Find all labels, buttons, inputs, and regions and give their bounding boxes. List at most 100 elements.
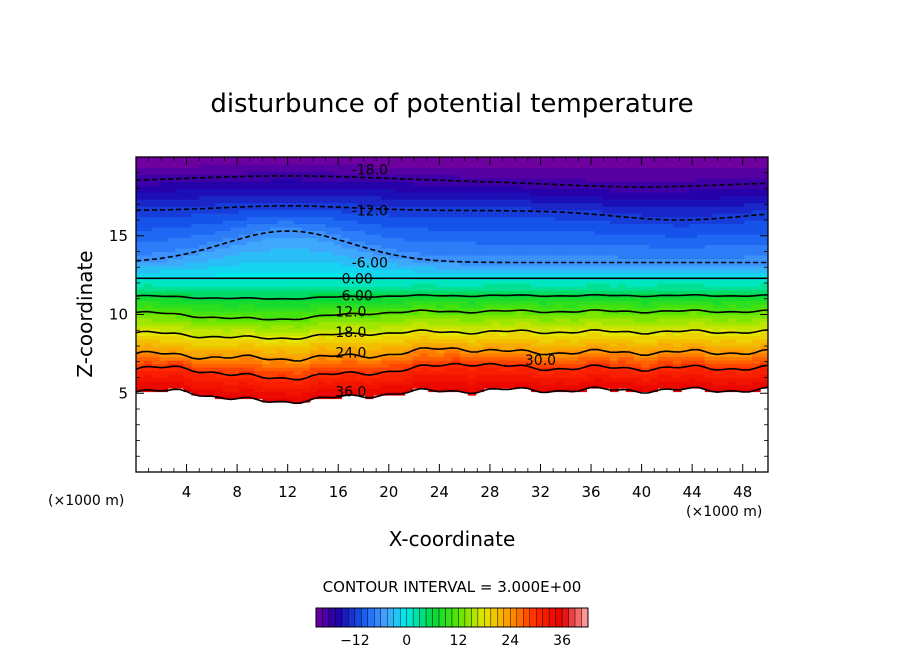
field-cell bbox=[349, 290, 358, 295]
field-cell bbox=[262, 349, 271, 354]
field-cell bbox=[191, 209, 200, 214]
field-cell bbox=[341, 367, 350, 372]
field-cell bbox=[578, 307, 587, 312]
field-cell bbox=[546, 167, 556, 172]
field-cell bbox=[222, 188, 232, 193]
field-cell bbox=[499, 360, 508, 365]
field-cell bbox=[578, 237, 587, 242]
field-cell bbox=[333, 248, 342, 253]
field-cell bbox=[373, 234, 382, 239]
field-cell bbox=[301, 353, 311, 358]
field-cell bbox=[704, 346, 714, 351]
field-cell bbox=[459, 279, 469, 284]
field-cell bbox=[365, 185, 374, 190]
field-cell bbox=[696, 209, 706, 214]
field-cell bbox=[554, 349, 564, 354]
field-cell bbox=[562, 339, 572, 344]
field-cell bbox=[594, 370, 603, 375]
field-cell bbox=[562, 272, 572, 277]
field-cell bbox=[404, 258, 414, 263]
field-cell bbox=[404, 213, 414, 218]
field-cell bbox=[183, 388, 192, 393]
field-cell bbox=[704, 223, 714, 228]
field-cell bbox=[191, 206, 200, 211]
field-cell bbox=[262, 255, 271, 260]
field-cell bbox=[167, 332, 177, 337]
field-cell bbox=[215, 384, 224, 389]
field-cell bbox=[546, 353, 556, 358]
field-cell bbox=[554, 304, 564, 309]
field-cell bbox=[515, 349, 524, 354]
field-cell bbox=[515, 216, 524, 221]
field-cell bbox=[404, 248, 414, 253]
field-cell bbox=[562, 353, 572, 358]
field-cell bbox=[238, 269, 248, 274]
field-cell bbox=[704, 157, 714, 162]
field-cell bbox=[301, 164, 311, 169]
field-cell bbox=[349, 307, 358, 312]
field-cell bbox=[191, 360, 200, 365]
field-cell bbox=[617, 174, 627, 179]
field-cell bbox=[199, 220, 208, 225]
field-cell bbox=[554, 325, 564, 330]
field-cell bbox=[649, 227, 658, 232]
field-cell bbox=[546, 346, 556, 351]
field-cell bbox=[230, 164, 240, 169]
field-cell bbox=[673, 178, 682, 183]
field-cell bbox=[183, 227, 192, 232]
field-cell bbox=[523, 321, 532, 326]
field-cell bbox=[491, 265, 500, 270]
field-cell bbox=[246, 248, 256, 253]
field-cell bbox=[586, 265, 595, 270]
field-cell bbox=[412, 192, 421, 197]
field-cell bbox=[444, 171, 453, 176]
field-cell bbox=[143, 384, 153, 389]
field-cell bbox=[491, 318, 500, 323]
field-cell bbox=[554, 157, 564, 162]
field-cell bbox=[633, 244, 643, 249]
field-cell bbox=[159, 251, 169, 256]
field-cell bbox=[641, 223, 651, 228]
field-cell bbox=[207, 160, 216, 165]
field-cell bbox=[475, 374, 485, 379]
field-cell bbox=[475, 265, 485, 270]
field-cell bbox=[712, 157, 722, 162]
field-cell bbox=[230, 157, 240, 162]
field-cell bbox=[507, 290, 516, 295]
field-cell bbox=[602, 384, 611, 389]
field-cell bbox=[388, 388, 398, 393]
field-cell bbox=[341, 223, 350, 228]
field-cell bbox=[617, 160, 627, 165]
field-cell bbox=[657, 286, 666, 291]
field-cell bbox=[373, 265, 382, 270]
field-cell bbox=[159, 244, 169, 249]
field-cell bbox=[452, 304, 461, 309]
field-cell bbox=[538, 220, 548, 225]
field-cell bbox=[215, 258, 224, 263]
field-cell bbox=[143, 318, 153, 323]
field-cell bbox=[467, 227, 477, 232]
field-cell bbox=[523, 206, 532, 211]
field-cell bbox=[641, 363, 651, 368]
field-cell bbox=[594, 335, 603, 340]
field-cell bbox=[554, 227, 564, 232]
field-cell bbox=[373, 164, 382, 169]
field-cell bbox=[657, 279, 666, 284]
field-cell bbox=[641, 167, 651, 172]
field-cell bbox=[594, 202, 603, 207]
field-cell bbox=[696, 384, 706, 389]
field-cell bbox=[262, 269, 271, 274]
field-cell bbox=[475, 279, 485, 284]
field-cell bbox=[483, 300, 493, 305]
field-cell bbox=[278, 391, 287, 396]
field-cell bbox=[222, 244, 232, 249]
field-cell bbox=[475, 370, 485, 375]
field-cell bbox=[388, 321, 398, 326]
field-cell bbox=[491, 321, 500, 326]
field-cell bbox=[412, 318, 421, 323]
field-cell bbox=[151, 255, 161, 260]
field-cell bbox=[712, 374, 722, 379]
field-cell bbox=[459, 230, 469, 235]
field-cell bbox=[633, 307, 643, 312]
field-cell bbox=[625, 255, 635, 260]
